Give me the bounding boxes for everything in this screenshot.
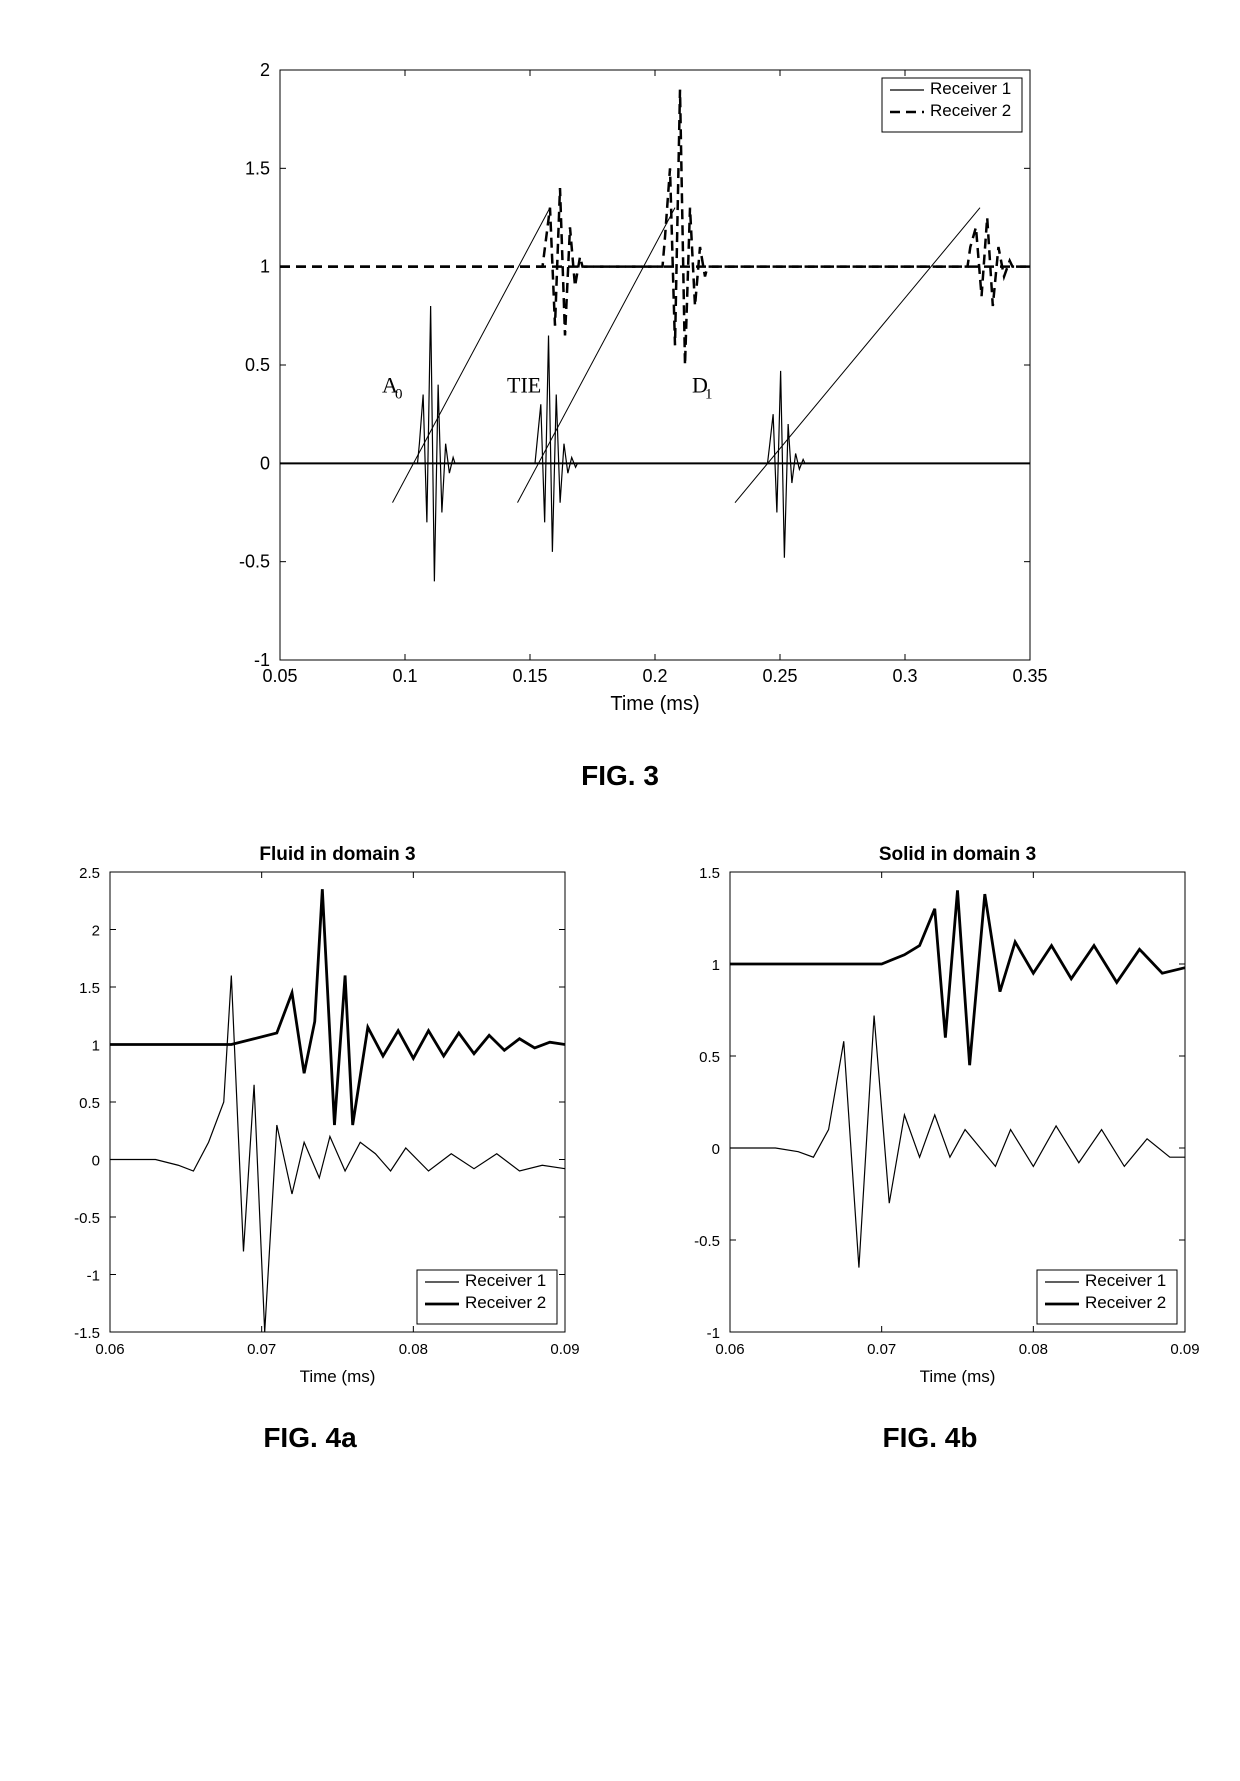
- svg-text:-0.5: -0.5: [694, 1233, 720, 1250]
- svg-text:2: 2: [260, 60, 270, 80]
- svg-text:-0.5: -0.5: [239, 552, 270, 572]
- svg-text:0: 0: [92, 1153, 100, 1170]
- svg-text:0.1: 0.1: [392, 666, 417, 686]
- svg-text:1: 1: [92, 1038, 100, 1055]
- svg-text:0.08: 0.08: [1019, 1341, 1048, 1358]
- svg-text:0.25: 0.25: [762, 666, 797, 686]
- svg-text:0.06: 0.06: [95, 1341, 124, 1358]
- fig4b-wrap: 0.06 0.07 0.08 0.09 -1 -0.5 0 0.5 1 1.5 Time (ms) S…: [660, 832, 1200, 1494]
- svg-text:0.5: 0.5: [699, 1049, 720, 1066]
- svg-text:1: 1: [712, 957, 720, 974]
- svg-text:1.5: 1.5: [79, 980, 100, 997]
- fig3-wrap: 0.050.10.150.20.250.30.35-1-0.500.511.52…: [40, 40, 1200, 832]
- svg-text:0: 0: [395, 387, 403, 403]
- svg-text:Receiver 1: Receiver 1: [1085, 1271, 1166, 1290]
- fig4-row: 0.06 0.07 0.08 0.09 -1.5 -1 -0.5 0 0.5 1 1.5 2 2.5 Ti…: [40, 832, 1200, 1494]
- svg-text:-1: -1: [707, 1325, 720, 1342]
- svg-text:Receiver 2: Receiver 2: [1085, 1293, 1166, 1312]
- fig3-label: FIG. 3: [581, 760, 659, 792]
- svg-text:2: 2: [92, 923, 100, 940]
- fig4a-wrap: 0.06 0.07 0.08 0.09 -1.5 -1 -0.5 0 0.5 1 1.5 2 2.5 Ti…: [40, 832, 580, 1494]
- svg-text:0.07: 0.07: [247, 1341, 276, 1358]
- svg-text:2.5: 2.5: [79, 865, 100, 882]
- svg-text:1.5: 1.5: [699, 865, 720, 882]
- svg-text:0: 0: [260, 453, 270, 473]
- svg-text:0.09: 0.09: [550, 1341, 579, 1358]
- svg-text:Receiver 1: Receiver 1: [465, 1271, 546, 1290]
- svg-text:0.15: 0.15: [512, 666, 547, 686]
- svg-text:0.3: 0.3: [892, 666, 917, 686]
- svg-text:0.5: 0.5: [245, 355, 270, 375]
- svg-text:0.2: 0.2: [642, 666, 667, 686]
- svg-text:0.09: 0.09: [1170, 1341, 1199, 1358]
- fig4a-label: FIG. 4a: [263, 1422, 356, 1454]
- fig4b-chart: 0.06 0.07 0.08 0.09 -1 -0.5 0 0.5 1 1.5 Time (ms) S…: [660, 832, 1200, 1402]
- svg-text:-0.5: -0.5: [74, 1210, 100, 1227]
- svg-text:1: 1: [260, 257, 270, 277]
- svg-text:Receiver 2: Receiver 2: [930, 101, 1011, 120]
- svg-text:0.5: 0.5: [79, 1095, 100, 1112]
- svg-text:0.06: 0.06: [715, 1341, 744, 1358]
- svg-text:0.35: 0.35: [1012, 666, 1047, 686]
- svg-text:0.07: 0.07: [867, 1341, 896, 1358]
- svg-text:1.5: 1.5: [245, 158, 270, 178]
- svg-text:0.08: 0.08: [399, 1341, 428, 1358]
- svg-text:Solid in domain 3: Solid in domain 3: [879, 844, 1036, 865]
- svg-text:-1: -1: [87, 1268, 100, 1285]
- svg-text:1: 1: [705, 387, 713, 403]
- svg-text:Time (ms): Time (ms): [610, 693, 699, 715]
- svg-text:Fluid in domain 3: Fluid in domain 3: [259, 844, 415, 865]
- svg-text:-1: -1: [254, 650, 270, 670]
- fig4b-label: FIG. 4b: [883, 1422, 978, 1454]
- svg-text:Receiver 1: Receiver 1: [930, 79, 1011, 98]
- svg-text:Receiver 2: Receiver 2: [465, 1293, 546, 1312]
- svg-text:Time (ms): Time (ms): [920, 1367, 996, 1386]
- svg-text:TIE: TIE: [507, 373, 541, 398]
- svg-text:0: 0: [712, 1141, 720, 1158]
- svg-text:Time (ms): Time (ms): [300, 1367, 376, 1386]
- svg-text:-1.5: -1.5: [74, 1325, 100, 1342]
- fig3-chart: 0.050.10.150.20.250.30.35-1-0.500.511.52…: [180, 40, 1060, 740]
- fig4a-chart: 0.06 0.07 0.08 0.09 -1.5 -1 -0.5 0 0.5 1 1.5 2 2.5 Ti…: [40, 832, 580, 1402]
